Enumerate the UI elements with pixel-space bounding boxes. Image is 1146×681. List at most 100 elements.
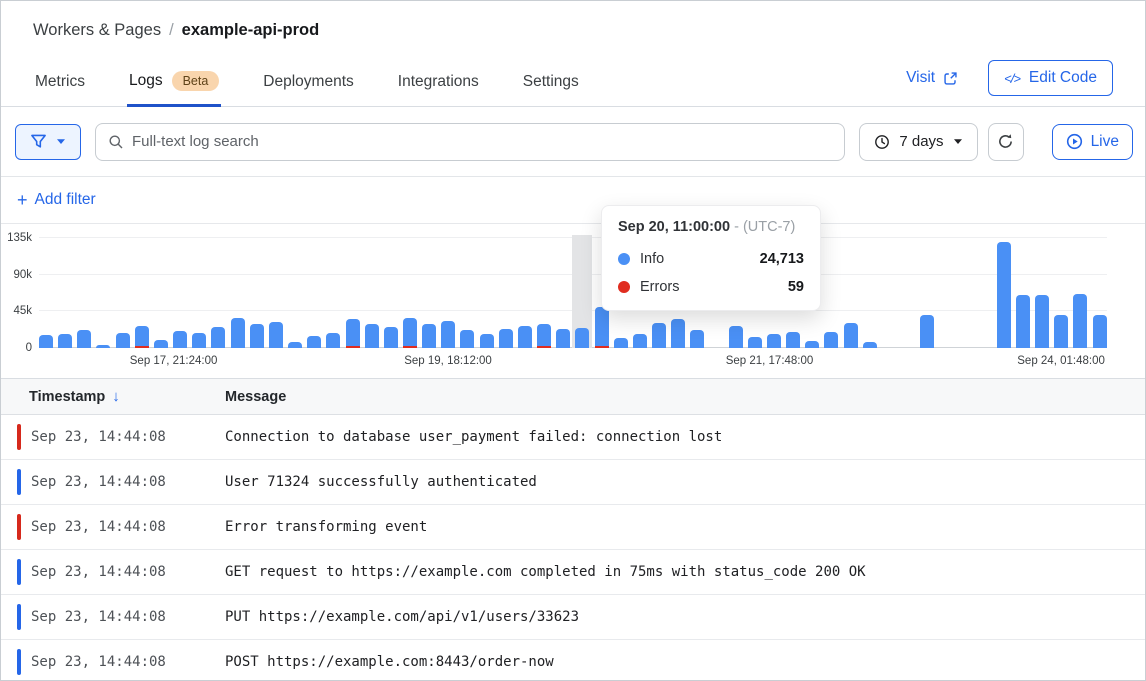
breadcrumb-section[interactable]: Workers & Pages <box>33 21 162 39</box>
bar-slot[interactable] <box>766 235 781 348</box>
bar-slot[interactable] <box>249 235 264 348</box>
breadcrumb-separator: / <box>169 21 174 39</box>
bar-slot[interactable] <box>671 235 686 348</box>
bar-slot[interactable] <box>747 235 762 348</box>
bar-slot[interactable] <box>1015 235 1030 348</box>
tab-logs[interactable]: Logs Beta <box>126 63 222 107</box>
level-indicator-error <box>17 424 21 450</box>
chart-plot-area[interactable]: 135k 90k 45k 0 Sep 17, 21:24:00 Sep 19, 18:12… <box>7 232 1107 367</box>
bar-slot[interactable] <box>594 235 609 348</box>
info-bar-segment <box>517 326 532 348</box>
bar-slot[interactable] <box>230 235 245 348</box>
bar-slot[interactable] <box>556 235 571 348</box>
bar-slot[interactable] <box>422 235 437 348</box>
bar-slot[interactable] <box>58 235 73 348</box>
bar-slot[interactable] <box>460 235 475 348</box>
bar-slot[interactable] <box>153 235 168 348</box>
hover-highlight-column <box>572 235 593 348</box>
visit-link[interactable]: Visit <box>906 69 958 87</box>
log-row[interactable]: Sep 23, 14:44:08 Connection to database u… <box>1 415 1145 460</box>
bar-slot[interactable] <box>517 235 532 348</box>
info-bar-segment <box>1035 295 1050 348</box>
bar-slot[interactable] <box>441 235 456 348</box>
message-value: Connection to database user_payment fail… <box>225 429 723 445</box>
search-icon <box>108 134 124 150</box>
refresh-button[interactable] <box>987 122 1024 161</box>
bar-slot[interactable] <box>1092 235 1107 348</box>
message-value: Error transforming event <box>225 519 428 535</box>
message-cell: Connection to database user_payment fail… <box>225 429 1145 445</box>
bar-slot[interactable] <box>498 235 513 348</box>
info-bar-segment <box>1054 315 1069 348</box>
bar-slot[interactable] <box>1073 235 1088 348</box>
log-row[interactable]: Sep 23, 14:44:08 PUT https://example.com/… <box>1 595 1145 640</box>
bar-slot[interactable] <box>402 235 417 348</box>
bar-slot[interactable] <box>537 235 552 348</box>
tab-settings[interactable]: Settings <box>521 65 581 107</box>
bar-slot[interactable] <box>383 235 398 348</box>
bar-slot[interactable] <box>192 235 207 348</box>
bar-slot[interactable] <box>920 235 935 348</box>
bar-slot[interactable] <box>1054 235 1069 348</box>
log-row[interactable]: Sep 23, 14:44:08 POST https://example.com… <box>1 640 1145 680</box>
filter-dropdown-button[interactable] <box>15 123 81 160</box>
bar-slot[interactable] <box>959 235 973 348</box>
info-bar-segment <box>422 323 437 348</box>
bar-slot[interactable] <box>613 235 628 348</box>
bar-slot[interactable] <box>996 235 1011 348</box>
bar-slot[interactable] <box>939 235 953 348</box>
bar-slot[interactable] <box>288 235 303 348</box>
live-button[interactable]: Live <box>1051 123 1133 160</box>
timestamp-cell: Sep 23, 14:44:08 <box>1 559 225 585</box>
bar-slot[interactable] <box>690 235 705 348</box>
bar-slot[interactable] <box>862 235 877 348</box>
log-toolbar: 7 days Live <box>1 107 1145 177</box>
bar-slot[interactable] <box>345 235 360 348</box>
bar-slot[interactable] <box>728 235 743 348</box>
bar-slot[interactable] <box>307 235 322 348</box>
log-row[interactable]: Sep 23, 14:44:08 Error transforming event <box>1 505 1145 550</box>
bar-slot[interactable] <box>326 235 341 348</box>
bar-slot[interactable] <box>115 235 130 348</box>
bar-slot[interactable] <box>882 235 896 348</box>
message-cell: GET request to https://example.com compl… <box>225 564 1145 580</box>
bar-slot[interactable] <box>1035 235 1050 348</box>
bar-slot[interactable] <box>805 235 820 348</box>
log-row[interactable]: Sep 23, 14:44:08 GET request to https://e… <box>1 550 1145 595</box>
bar-slot[interactable] <box>77 235 92 348</box>
tab-integrations[interactable]: Integrations <box>396 65 481 107</box>
bar-slot[interactable] <box>901 235 915 348</box>
bar-slot[interactable] <box>364 235 379 348</box>
bar-slot[interactable] <box>824 235 839 348</box>
tooltip-time: Sep 20, 11:00:00 <box>618 219 731 235</box>
timestamp-column-header[interactable]: Timestamp ↓ <box>1 388 225 405</box>
bar-slot[interactable] <box>134 235 149 348</box>
bar-slot[interactable] <box>786 235 801 348</box>
timestamp-value: Sep 23, 14:44:08 <box>31 564 166 580</box>
bar-slot[interactable] <box>978 235 992 348</box>
log-table-header: Timestamp ↓ Message <box>1 379 1145 415</box>
edit-code-button[interactable]: </> Edit Code <box>988 60 1113 96</box>
bar-slot[interactable] <box>173 235 188 348</box>
bar-slot[interactable] <box>39 235 53 348</box>
time-range-dropdown[interactable]: 7 days <box>859 122 978 161</box>
tab-metrics[interactable]: Metrics <box>33 65 87 107</box>
sort-desc-icon[interactable]: ↓ <box>112 388 120 405</box>
log-row[interactable]: Sep 23, 14:44:08 User 71324 successfully … <box>1 460 1145 505</box>
error-bar-segment <box>537 346 552 348</box>
tab-deployments[interactable]: Deployments <box>261 65 355 107</box>
info-bar-segment <box>728 326 743 348</box>
info-bar-segment <box>249 323 264 348</box>
bar-slot[interactable] <box>632 235 647 348</box>
info-bar-segment <box>671 318 686 348</box>
bar-slot[interactable] <box>96 235 111 348</box>
bar-slot[interactable] <box>211 235 226 348</box>
add-filter-button[interactable]: + Add filter <box>17 191 96 209</box>
bar-slot[interactable] <box>572 235 593 348</box>
info-bar-segment <box>498 328 513 348</box>
bar-slot[interactable] <box>479 235 494 348</box>
bar-slot[interactable] <box>652 235 666 348</box>
bar-slot[interactable] <box>268 235 283 348</box>
bar-slot[interactable] <box>843 235 858 348</box>
search-input[interactable] <box>132 133 833 150</box>
